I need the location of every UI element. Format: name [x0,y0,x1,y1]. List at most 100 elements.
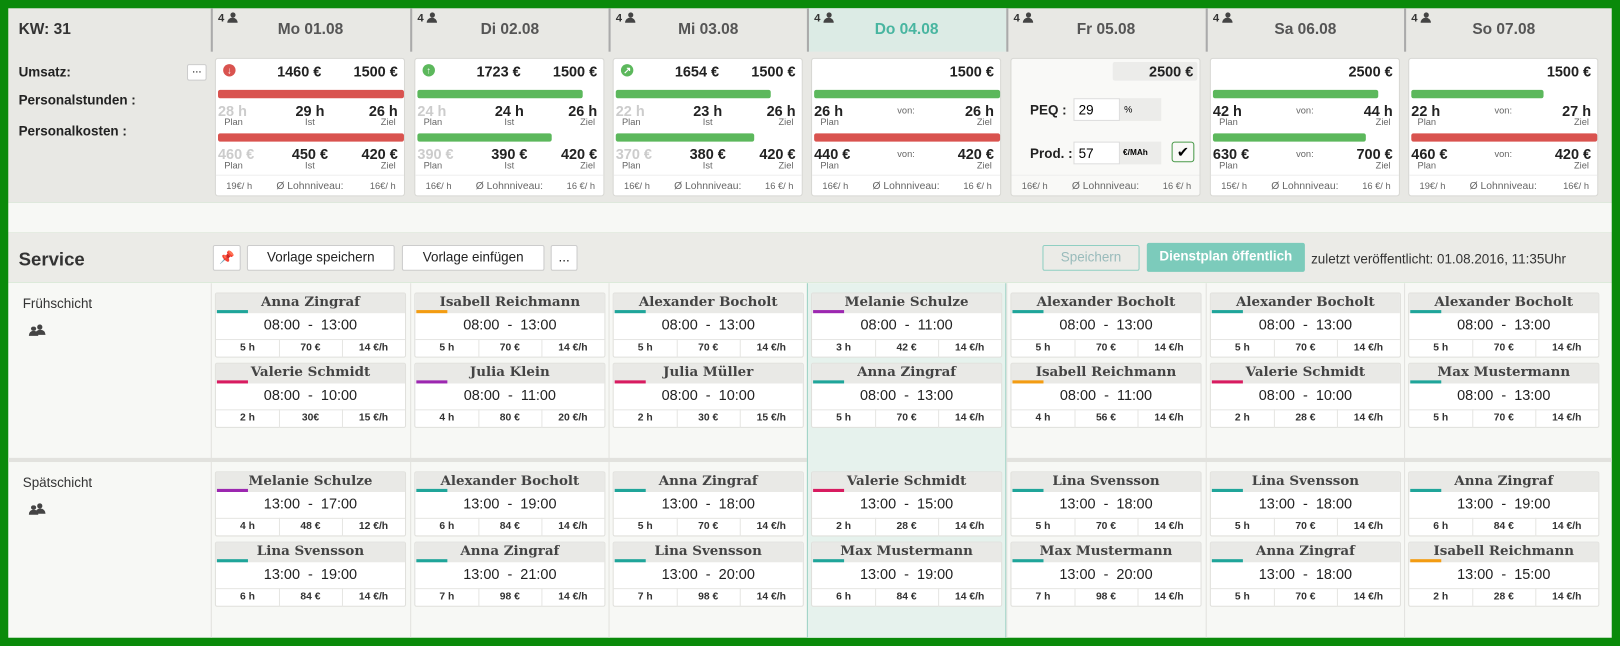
stats-divider [1535,588,1537,607]
shift-card[interactable]: Alexander Bocholt 08:00 - 13:00 5 h 70 € 14 … [1010,292,1202,358]
name-bar [1210,542,1400,563]
stats-divider [341,339,344,358]
stats-row [1011,517,1201,519]
stats-row [613,409,803,411]
shift-card[interactable]: Julia Müller 08:00 - 10:00 2 h 30 € 15 €/h [612,362,804,428]
shift-card[interactable]: Lina Svensson 13:00 - 19:00 6 h 84 € 14 €/h [214,541,407,607]
stats-divider [1535,339,1537,358]
employee-name: Valerie Schmidt [250,364,371,381]
shift-card[interactable]: Isabell Reichmann 08:00 - 11:00 4 h 56 € 14 … [1010,362,1202,428]
employee-color [614,559,646,563]
column-separator [1404,8,1407,52]
prod-input[interactable]: 57 [1073,141,1120,165]
shift-card[interactable]: Anna Zingraf 13:00 - 18:00 5 h 70 € 14 €/h [612,471,804,537]
stats-divider [1336,339,1338,358]
shift-card[interactable]: Valerie Schmidt 08:00 - 10:00 2 h 28 € 14 €/… [1209,362,1401,428]
service-button[interactable]: ... [550,244,578,271]
column-separator [1205,8,1208,52]
revenue: 1723 € [476,63,521,80]
employee-color [813,310,845,314]
ziel-value: 26 h [964,102,994,119]
shift-card[interactable]: Lina Svensson 13:00 - 20:00 7 h 98 € 14 €/h [612,541,804,607]
shift-time: 08:00 - 10:00 [661,386,755,404]
person-icon-body [1022,17,1034,24]
column-separator [806,8,809,52]
footer-line [1011,174,1200,176]
stats-divider [875,517,877,537]
ist-value: 23 h [693,102,723,119]
shift-time: 08:00 - 11:00 [1059,386,1153,404]
shift-card[interactable]: Max Mustermann 13:00 - 19:00 6 h 84 € 14 €/h [811,541,1003,607]
shift-rate: 12 €/h [358,520,389,533]
service-button[interactable]: Vorlage einfügen [401,244,545,271]
shift-hours: 2 h [239,412,255,424]
employee-color [1211,559,1243,563]
shift-time: 13:00 - 20:00 [1059,565,1153,582]
service-button[interactable]: Vorlage speichern [246,244,395,271]
stats-divider [1137,517,1139,537]
shift-card[interactable]: Isabell Reichmann 08:00 - 13:00 5 h 70 € 14 … [414,292,606,358]
shift-card[interactable]: Max Mustermann 08:00 - 13:00 5 h 70 € 14 €/h [1408,362,1600,428]
shift-rate: 14 €/h [1552,591,1582,603]
stats-row [1210,517,1400,519]
shift-cost: 70 € [300,342,321,354]
shift-card[interactable]: Alexander Bocholt 08:00 - 13:00 5 h 70 € 14 … [1209,292,1401,358]
shift-card[interactable]: Lina Svensson 13:00 - 18:00 5 h 70 € 14 €/h [1010,471,1202,537]
more-button[interactable]: ... [187,64,207,81]
shift-hours: 5 h [1433,412,1449,424]
shift-cost: 56 € [1095,412,1117,424]
shift-time: 13:00 - 17:00 [263,495,358,512]
shift-cost: 70 € [499,342,520,354]
plan-value: 460 € [217,145,255,163]
shift-card[interactable]: Alexander Bocholt 08:00 - 13:00 5 h 70 € 14 … [1408,292,1600,358]
persons-count: 4 [1411,12,1418,25]
plan-value: 28 h [217,102,247,119]
employee-color [1211,488,1243,492]
shift-hours: 6 h [239,591,255,603]
shift-card[interactable]: Melanie Schulze 08:00 - 11:00 3 h 42 € 14 €/… [811,292,1003,358]
shift-card[interactable]: Valerie Schmidt 08:00 - 10:00 2 h 30€ 15 €/h [214,362,407,428]
shift-hours: 4 h [239,520,255,533]
shift-cost: 70 € [698,520,719,533]
revenue: 1460 € [277,63,322,80]
column-line [1404,283,1406,638]
shift-card[interactable]: Anna Zingraf 13:00 - 21:00 7 h 98 € 14 €/h [414,541,606,607]
shift-card[interactable]: Anna Zingraf 13:00 - 19:00 6 h 84 € 14 €/h [1408,471,1600,537]
confirm-checkbox[interactable]: ✔ [1171,141,1195,163]
stats-divider [875,588,877,607]
employee-name: Isabell Reichmann [1035,364,1177,381]
ziel-label: Ziel [778,116,794,128]
shift-rate: 14 €/h [1154,412,1184,424]
shift-hours: 5 h [637,342,653,354]
ziel-label: Ziel [1375,160,1391,171]
shift-rate: 14 €/h [954,342,985,354]
shift-card[interactable]: Lina Svensson 13:00 - 18:00 5 h 70 € 14 €/h [1209,471,1401,537]
person-icon-head [429,12,435,18]
shift-card[interactable]: Alexander Bocholt 08:00 - 13:00 5 h 70 € 14 … [612,292,804,358]
stats-divider [739,588,741,607]
shift-card[interactable]: Max Mustermann 13:00 - 20:00 7 h 98 € 14 €/h [1010,541,1202,607]
save-button[interactable]: Speichern [1042,244,1140,271]
stats-divider [341,517,344,537]
shift-time: 13:00 - 15:00 [859,495,954,512]
shift-rate: 14 €/h [756,520,786,533]
shift-cost: 70 € [1493,412,1514,424]
shift-card[interactable]: Julia Klein 08:00 - 11:00 4 h 80 € 20 €/h [414,362,606,428]
stats-divider [1273,339,1275,358]
pin-button[interactable]: 📌 [212,244,241,271]
publish-button[interactable]: Dienstplan öffentlich [1146,242,1305,272]
shift-card[interactable]: Anna Zingraf 08:00 - 13:00 5 h 70 € 14 €/h [214,292,407,358]
shift-card[interactable]: Anna Zingraf 13:00 - 18:00 5 h 70 € 14 €/h [1209,541,1401,607]
shift-card[interactable]: Valerie Schmidt 13:00 - 15:00 2 h 28 € 14 €/… [811,471,1003,537]
shift-card[interactable]: Anna Zingraf 08:00 - 13:00 5 h 70 € 14 €/h [811,362,1003,428]
day-summary-card: 2500 €42 h Plan von: 44 h Ziel 630 € Plan von: 7… [1209,57,1400,197]
peq-input[interactable]: 29 [1073,98,1120,121]
shift-card[interactable]: Alexander Bocholt 13:00 - 19:00 6 h 84 € 14 … [414,471,606,537]
shift-rate: 14 €/h [1154,591,1184,603]
shift-hours: 7 h [637,591,653,603]
stats-divider [1472,517,1474,537]
shift-card[interactable]: Melanie Schulze 13:00 - 17:00 4 h 48 € 12 €/… [214,471,407,537]
stats-divider [278,409,280,428]
shift-card[interactable]: Isabell Reichmann 13:00 - 15:00 2 h 28 € 14 … [1408,541,1600,607]
employee-color [1012,488,1044,492]
